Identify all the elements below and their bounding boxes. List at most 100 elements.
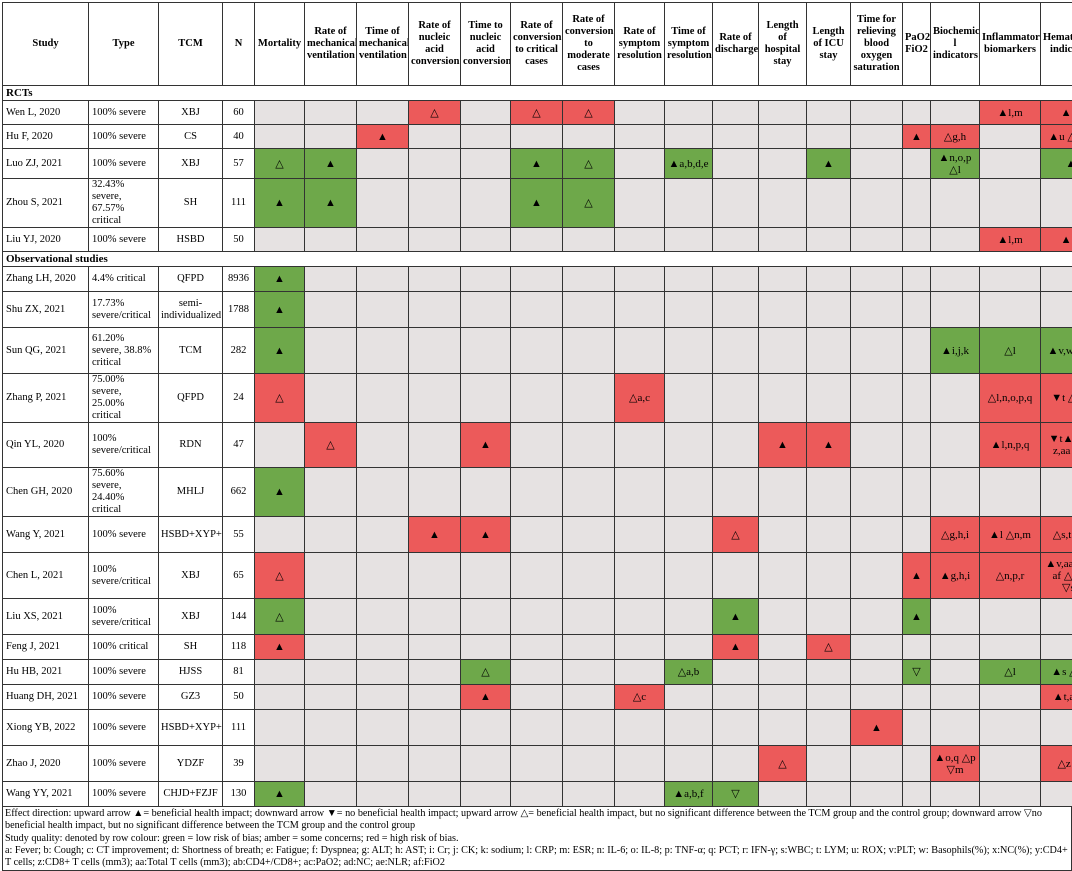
outcome-cell: ▲ [461,517,511,553]
outcome-cell [931,635,980,660]
tcm-cell: CHJD+FZJF [159,782,223,807]
outcome-cell: ▲u △s ▽v [1041,125,1072,149]
outcome-cell [851,267,903,292]
outcome-cell [759,468,807,517]
sample-size-cell: 662 [223,468,255,517]
sample-size-cell: 1788 [223,292,255,328]
tcm-cell: XBJ [159,553,223,599]
outcome-cell [357,710,409,746]
outcome-cell [615,267,665,292]
outcome-cell [461,149,511,179]
outcome-cell [665,101,713,125]
type-cell: 61.20% severe, 38.8% critical [89,328,159,374]
type-cell: 100% severe [89,101,159,125]
study-cell: Hu HB, 2021 [3,660,89,685]
outcome-cell [305,101,357,125]
outcome-cell: ▲s △t,ad [1041,660,1072,685]
outcome-cell [980,710,1041,746]
outcome-cell [851,685,903,710]
outcome-cell [305,292,357,328]
outcome-cell [357,685,409,710]
outcome-cell [851,599,903,635]
outcome-cell [357,292,409,328]
outcome-cell: ▽ [713,782,759,807]
col-header: Biochemica l indicators [931,3,980,86]
outcome-cell [563,228,615,252]
outcome-cell [563,660,615,685]
outcome-cell [305,468,357,517]
outcome-cell [807,374,851,423]
outcome-cell [511,746,563,782]
col-header: Type [89,3,159,86]
outcome-cell [931,710,980,746]
col-header: Rate of nucleic acid conversion [409,3,461,86]
outcome-cell [511,328,563,374]
outcome-cell [713,328,759,374]
outcome-cell [409,125,461,149]
outcome-cell [759,149,807,179]
outcome-cell [461,782,511,807]
sample-size-cell: 39 [223,746,255,782]
outcome-cell [305,599,357,635]
study-cell: Luo ZJ, 2021 [3,149,89,179]
outcome-cell: ▲l △n,m [980,517,1041,553]
outcome-cell [409,782,461,807]
sample-size-cell: 24 [223,374,255,423]
outcome-cell [357,468,409,517]
outcome-cell [357,228,409,252]
outcome-cell: ▲ [255,292,305,328]
outcome-cell: ▲ [255,782,305,807]
outcome-cell [807,228,851,252]
outcome-cell [357,149,409,179]
outcome-cell [615,125,665,149]
outcome-cell [665,267,713,292]
outcome-cell [665,517,713,553]
outcome-cell [357,553,409,599]
type-cell: 100% severe/critical [89,423,159,468]
outcome-cell: △n,p,r [980,553,1041,599]
outcome-cell [255,423,305,468]
col-header: Study [3,3,89,86]
outcome-cell [461,635,511,660]
tcm-cell: HJSS [159,660,223,685]
outcome-cell: △ [255,553,305,599]
outcome-cell [511,468,563,517]
outcome-cell: ▲ [255,468,305,517]
outcome-cell [851,328,903,374]
outcome-cell [713,423,759,468]
outcome-cell [357,423,409,468]
outcome-cell [903,468,931,517]
outcome-cell [931,423,980,468]
type-cell: 100% severe [89,746,159,782]
outcome-cell [409,710,461,746]
outcome-cell: △ [461,660,511,685]
sample-size-cell: 118 [223,635,255,660]
outcome-cell: ▲g,h,i [931,553,980,599]
outcome-cell: ▲a,b,f [665,782,713,807]
outcome-cell [980,179,1041,228]
outcome-cell [807,328,851,374]
type-cell: 100% severe/critical [89,599,159,635]
sample-size-cell: 55 [223,517,255,553]
outcome-cell [409,149,461,179]
outcome-cell [851,782,903,807]
outcome-cell [807,553,851,599]
outcome-cell: ▲l,m [980,101,1041,125]
outcome-cell [903,149,931,179]
outcome-cell [931,660,980,685]
outcome-cell [409,685,461,710]
outcome-cell [851,746,903,782]
outcome-cell [255,125,305,149]
outcome-cell [665,553,713,599]
outcome-cell [563,423,615,468]
outcome-cell [255,660,305,685]
outcome-cell [305,125,357,149]
outcome-cell [807,660,851,685]
outcome-cell [759,374,807,423]
outcome-cell [563,517,615,553]
outcome-cell [665,125,713,149]
